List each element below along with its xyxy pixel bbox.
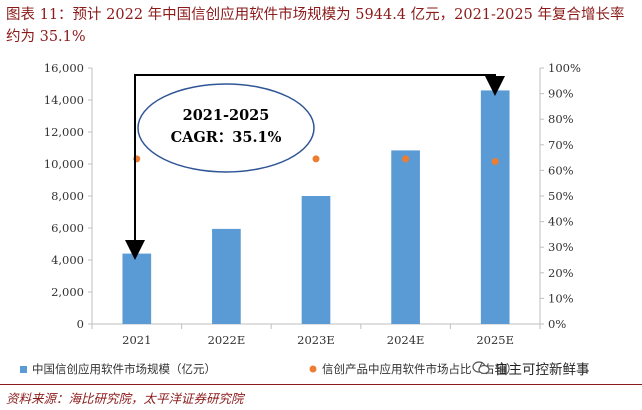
y2-tick-label: 0% bbox=[548, 317, 566, 331]
chart-svg: 0 2,000 4,000 6,000 8,000 10,000 12,000 14,000 1… bbox=[20, 61, 581, 376]
data-point bbox=[312, 155, 320, 163]
arrow-right bbox=[135, 74, 505, 96]
cagr-line2: CAGR：35.1% bbox=[171, 129, 282, 146]
figure-title: 图表 11：预计 2022 年中国信创应用软件市场规模为 5944.4 亿元，2… bbox=[6, 7, 625, 45]
axes: 0 2,000 4,000 6,000 8,000 10,000 12,000 14,000 1… bbox=[44, 61, 581, 347]
y-tick-label: 10,000 bbox=[44, 157, 84, 171]
cagr-line1: 2021-2025 bbox=[183, 107, 270, 124]
bars-group bbox=[122, 90, 510, 325]
data-point bbox=[491, 157, 499, 165]
legend-point-label: 信创产品中应用软件市场占比（右轴） bbox=[322, 362, 518, 376]
watermark: 自主可控新鲜事 bbox=[472, 357, 590, 379]
y2-tick-label: 70% bbox=[548, 138, 574, 152]
y-tick-label: 16,000 bbox=[44, 61, 84, 75]
y2-tick-label: 60% bbox=[548, 163, 574, 177]
legend-point-swatch bbox=[309, 365, 317, 373]
y-tick-label: 0 bbox=[77, 317, 84, 331]
y-tick-label: 6,000 bbox=[51, 221, 84, 235]
bar bbox=[480, 90, 510, 325]
divider-rule bbox=[0, 384, 642, 385]
y-tick-label: 14,000 bbox=[44, 93, 84, 107]
wechat-icon bbox=[472, 361, 490, 375]
x-tick-label: 2025E bbox=[476, 333, 514, 347]
annotation-group: 2021-2025 CAGR：35.1% bbox=[125, 74, 505, 260]
bar bbox=[122, 253, 152, 324]
legend: 中国信创应用软件市场规模（亿元） 信创产品中应用软件市场占比（右轴） bbox=[20, 362, 518, 376]
watermark-text: 自主可控新鲜事 bbox=[495, 362, 590, 378]
y2-tick-label: 80% bbox=[548, 112, 574, 126]
y2-tick-label: 30% bbox=[548, 240, 574, 254]
legend-bar-label: 中国信创应用软件市场规模（亿元） bbox=[32, 362, 216, 376]
y-tick-label: 12,000 bbox=[44, 125, 84, 139]
y2-tick-label: 90% bbox=[548, 87, 574, 101]
y-tick-label: 8,000 bbox=[51, 189, 84, 203]
cagr-ellipse bbox=[137, 83, 315, 173]
chart-area: 0 2,000 4,000 6,000 8,000 10,000 12,000 14,000 1… bbox=[0, 52, 642, 384]
x-tick-label: 2022E bbox=[208, 333, 246, 347]
y-tick-label: 4,000 bbox=[51, 253, 84, 267]
bar bbox=[212, 228, 241, 324]
x-tick-label: 2024E bbox=[387, 333, 425, 347]
bar bbox=[301, 196, 331, 324]
y2-tick-label: 40% bbox=[548, 215, 574, 229]
bar bbox=[391, 150, 420, 324]
x-tick-label: 2023E bbox=[297, 333, 335, 347]
y-tick-label: 2,000 bbox=[51, 285, 84, 299]
legend-bar-swatch bbox=[20, 366, 27, 373]
y2-tick-label: 20% bbox=[548, 266, 574, 280]
x-tick-label: 2021 bbox=[122, 333, 151, 347]
source-note: 资料来源：海比研究院，太平洋证券研究院 bbox=[6, 391, 244, 406]
y2-tick-label: 50% bbox=[548, 189, 574, 203]
data-point bbox=[402, 155, 410, 163]
y2-tick-label: 100% bbox=[548, 61, 581, 75]
y2-tick-label: 10% bbox=[548, 291, 574, 305]
